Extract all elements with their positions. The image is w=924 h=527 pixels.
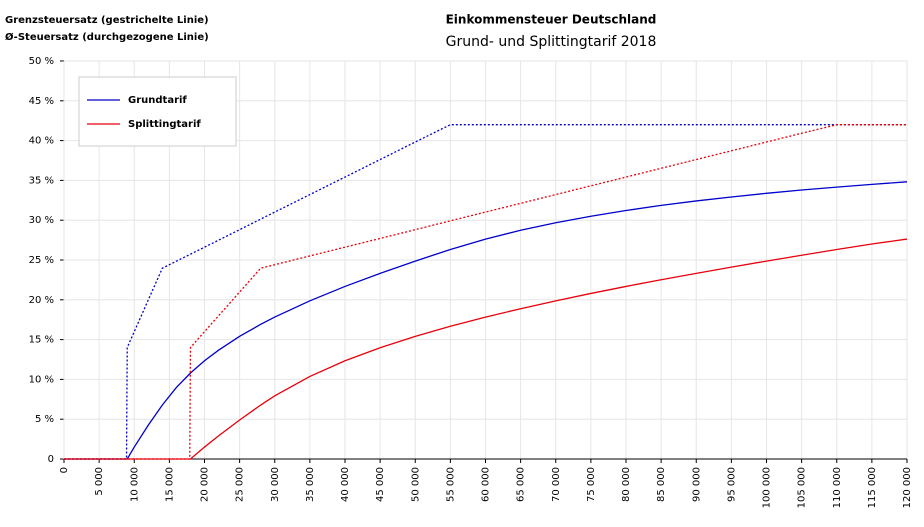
x-tick-label: 115 000 xyxy=(867,467,878,508)
x-tick-label: 120 000 xyxy=(902,467,913,508)
x-tick-label: 65 000 xyxy=(516,467,527,502)
x-tick-label: 25 000 xyxy=(235,467,246,502)
y-tick-label: 45 % xyxy=(29,96,54,107)
y-tick-label: 15 % xyxy=(29,335,54,346)
legend-box xyxy=(78,76,237,147)
marginal-line xyxy=(64,124,907,460)
x-tick-label: 5 000 xyxy=(94,467,105,496)
x-tick-label: 95 000 xyxy=(726,467,737,502)
x-tick-label: 20 000 xyxy=(200,467,211,502)
y-tick-label: 5 % xyxy=(35,414,54,425)
y-tick-label: 25 % xyxy=(29,255,54,266)
x-tick-label: 70 000 xyxy=(551,467,562,502)
x-tick-label: 40 000 xyxy=(340,467,351,502)
x-tick-label: 100 000 xyxy=(762,467,773,508)
x-tick-label: 15 000 xyxy=(164,467,175,502)
legend-label: Splittingtarif xyxy=(128,119,201,130)
x-tick-label: 35 000 xyxy=(305,467,316,502)
x-tick-label: 80 000 xyxy=(621,467,632,502)
y-tick-label: 10 % xyxy=(29,374,54,385)
x-tick-label: 60 000 xyxy=(481,467,492,502)
y-tick-label: 40 % xyxy=(29,136,54,147)
x-tick-label: 55 000 xyxy=(445,467,456,502)
y-tick-label: 20 % xyxy=(29,295,54,306)
chart-title: Einkommensteuer Deutschland xyxy=(446,13,657,27)
x-tick-label: 50 000 xyxy=(410,467,421,502)
x-tick-label: 90 000 xyxy=(691,467,702,502)
y-tick-label: 50 % xyxy=(29,56,54,67)
average-line xyxy=(64,181,908,460)
y-tick-label: 35 % xyxy=(29,175,54,186)
chart-subtitle: Grund- und Splittingtarif 2018 xyxy=(446,34,657,50)
legend-label: Grundtarif xyxy=(128,95,187,106)
x-tick-label: 10 000 xyxy=(129,467,140,502)
x-tick-label: 45 000 xyxy=(375,467,386,502)
x-tick-label: 85 000 xyxy=(656,467,667,502)
x-tick-label: 110 000 xyxy=(832,467,843,508)
annotation: Ø-Steuersatz (durchgezogene Linie) xyxy=(5,31,209,43)
x-tick-label: 75 000 xyxy=(586,467,597,502)
y-tick-label: 0 xyxy=(48,454,54,465)
x-tick-label: 105 000 xyxy=(797,467,808,508)
y-tick-label: 30 % xyxy=(29,215,54,226)
average-line xyxy=(64,238,908,460)
x-tick-label: 30 000 xyxy=(270,467,281,502)
x-tick-label: 0 xyxy=(59,467,70,473)
annotation: Grenzsteuersatz (gestrichelte Linie) xyxy=(5,15,209,26)
